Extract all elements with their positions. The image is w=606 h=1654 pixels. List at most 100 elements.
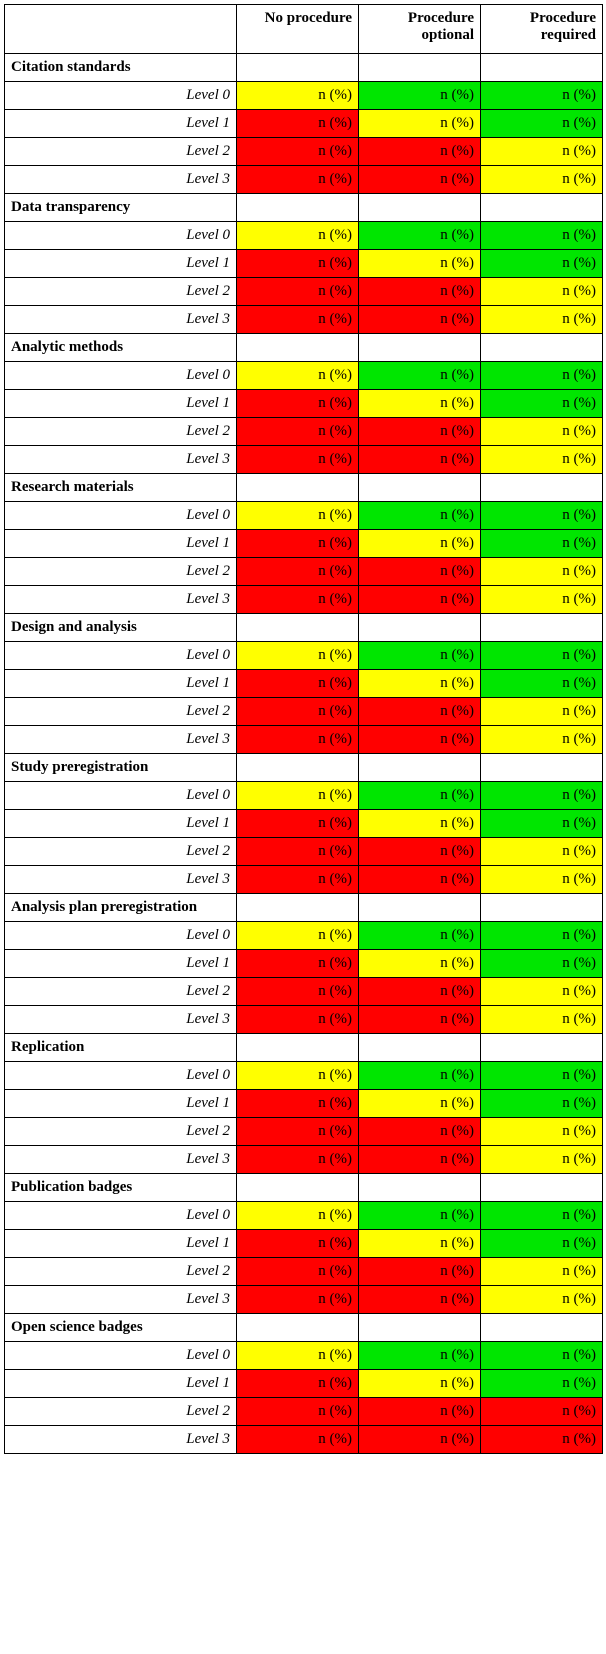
level-row: Level 1n (%)n (%)n (%): [5, 390, 603, 418]
level-label: Level 2: [5, 278, 237, 306]
data-cell: n (%): [359, 166, 481, 194]
level-label: Level 3: [5, 1286, 237, 1314]
section-title: Replication: [5, 1034, 237, 1062]
data-cell: n (%): [237, 726, 359, 754]
data-cell: n (%): [237, 782, 359, 810]
header-blank: [5, 5, 237, 54]
data-cell: n (%): [237, 1146, 359, 1174]
level-row: Level 0n (%)n (%)n (%): [5, 642, 603, 670]
data-cell: n (%): [359, 390, 481, 418]
data-cell: n (%): [481, 502, 603, 530]
data-cell: n (%): [237, 418, 359, 446]
level-row: Level 0n (%)n (%)n (%): [5, 1342, 603, 1370]
section-row: Analytic methods: [5, 334, 603, 362]
data-cell: n (%): [237, 82, 359, 110]
level-label: Level 0: [5, 1202, 237, 1230]
section-blank-cell: [359, 614, 481, 642]
data-cell: n (%): [481, 530, 603, 558]
data-cell: n (%): [481, 1398, 603, 1426]
data-cell: n (%): [481, 1426, 603, 1454]
level-row: Level 0n (%)n (%)n (%): [5, 362, 603, 390]
level-row: Level 0n (%)n (%)n (%): [5, 502, 603, 530]
level-label: Level 1: [5, 110, 237, 138]
section-row: Study preregistration: [5, 754, 603, 782]
data-cell: n (%): [359, 922, 481, 950]
section-title: Citation standards: [5, 54, 237, 82]
section-title: Design and analysis: [5, 614, 237, 642]
data-cell: n (%): [237, 558, 359, 586]
level-label: Level 0: [5, 1062, 237, 1090]
section-blank-cell: [359, 194, 481, 222]
section-row: Data transparency: [5, 194, 603, 222]
level-label: Level 0: [5, 922, 237, 950]
level-row: Level 3n (%)n (%)n (%): [5, 446, 603, 474]
data-cell: n (%): [481, 1370, 603, 1398]
data-cell: n (%): [237, 530, 359, 558]
level-label: Level 0: [5, 782, 237, 810]
data-cell: n (%): [359, 138, 481, 166]
data-cell: n (%): [359, 1146, 481, 1174]
level-row: Level 3n (%)n (%)n (%): [5, 1426, 603, 1454]
data-cell: n (%): [237, 642, 359, 670]
data-cell: n (%): [481, 838, 603, 866]
section-blank-cell: [237, 1174, 359, 1202]
level-row: Level 0n (%)n (%)n (%): [5, 1062, 603, 1090]
data-cell: n (%): [481, 306, 603, 334]
section-blank-cell: [359, 474, 481, 502]
level-row: Level 2n (%)n (%)n (%): [5, 138, 603, 166]
section-blank-cell: [359, 334, 481, 362]
section-title: Analytic methods: [5, 334, 237, 362]
data-cell: n (%): [359, 558, 481, 586]
data-cell: n (%): [359, 726, 481, 754]
data-cell: n (%): [359, 1202, 481, 1230]
section-blank-cell: [359, 1314, 481, 1342]
section-blank-cell: [237, 1034, 359, 1062]
data-cell: n (%): [481, 418, 603, 446]
data-cell: n (%): [481, 866, 603, 894]
level-row: Level 1n (%)n (%)n (%): [5, 810, 603, 838]
section-blank-cell: [359, 1174, 481, 1202]
section-row: Publication badges: [5, 1174, 603, 1202]
level-label: Level 1: [5, 810, 237, 838]
section-blank-cell: [481, 194, 603, 222]
section-title: Open science badges: [5, 1314, 237, 1342]
header-row: No procedure Procedure optional Procedur…: [5, 5, 603, 54]
section-blank-cell: [481, 54, 603, 82]
section-title: Publication badges: [5, 1174, 237, 1202]
data-cell: n (%): [481, 110, 603, 138]
data-cell: n (%): [237, 222, 359, 250]
level-label: Level 2: [5, 1398, 237, 1426]
data-cell: n (%): [359, 866, 481, 894]
data-cell: n (%): [359, 1118, 481, 1146]
level-row: Level 0n (%)n (%)n (%): [5, 222, 603, 250]
data-cell: n (%): [481, 810, 603, 838]
procedures-table: No procedure Procedure optional Procedur…: [4, 4, 603, 1454]
data-cell: n (%): [237, 1118, 359, 1146]
data-cell: n (%): [237, 306, 359, 334]
data-cell: n (%): [237, 1090, 359, 1118]
level-row: Level 1n (%)n (%)n (%): [5, 1370, 603, 1398]
data-cell: n (%): [481, 558, 603, 586]
data-cell: n (%): [481, 362, 603, 390]
section-row: Analysis plan preregistration: [5, 894, 603, 922]
level-label: Level 2: [5, 838, 237, 866]
data-cell: n (%): [237, 698, 359, 726]
level-row: Level 3n (%)n (%)n (%): [5, 866, 603, 894]
data-cell: n (%): [481, 138, 603, 166]
data-cell: n (%): [237, 110, 359, 138]
data-cell: n (%): [359, 1370, 481, 1398]
data-cell: n (%): [237, 1398, 359, 1426]
data-cell: n (%): [359, 362, 481, 390]
level-label: Level 3: [5, 866, 237, 894]
level-row: Level 1n (%)n (%)n (%): [5, 110, 603, 138]
level-row: Level 1n (%)n (%)n (%): [5, 950, 603, 978]
level-label: Level 1: [5, 250, 237, 278]
data-cell: n (%): [359, 250, 481, 278]
data-cell: n (%): [359, 978, 481, 1006]
data-cell: n (%): [237, 1286, 359, 1314]
data-cell: n (%): [237, 362, 359, 390]
data-cell: n (%): [237, 670, 359, 698]
level-row: Level 1n (%)n (%)n (%): [5, 1090, 603, 1118]
level-row: Level 3n (%)n (%)n (%): [5, 1006, 603, 1034]
header-no-procedure: No procedure: [237, 5, 359, 54]
